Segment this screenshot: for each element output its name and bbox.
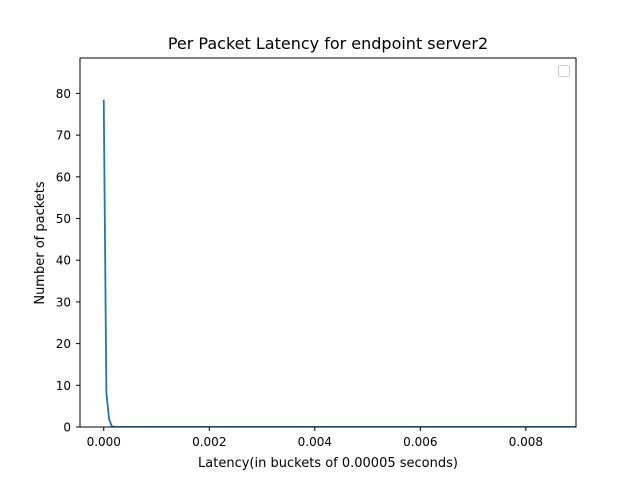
axes-frame: [79, 57, 577, 428]
y-tick-label: 50: [56, 212, 71, 226]
y-tick-label: 60: [56, 170, 71, 184]
x-tick-label: 0.002: [192, 435, 226, 449]
y-axis-label: Number of packets: [33, 181, 48, 305]
chart-title: Per Packet Latency for endpoint server2: [168, 34, 488, 53]
y-tick-label: 80: [56, 87, 71, 101]
x-tick-label: 0.004: [298, 435, 332, 449]
y-tick-label: 10: [56, 379, 71, 393]
y-tick-label: 0: [63, 421, 71, 435]
x-tick-label: 0.008: [509, 435, 543, 449]
x-tick-label: 0.000: [87, 435, 121, 449]
x-tick-label: 0.006: [403, 435, 437, 449]
plot-area: 0.000 0.002 0.004 0.006 0.008 0 10 20 30 40 50 60 70…: [56, 57, 577, 449]
series-line-0: [102, 99, 576, 427]
y-tick-label: 20: [56, 337, 71, 351]
y-tick-label: 30: [56, 295, 71, 309]
y-tick-label: 70: [56, 129, 71, 143]
x-axis-label: Latency(in buckets of 0.00005 seconds): [198, 456, 458, 471]
legend-box: [558, 65, 570, 77]
y-tick-label: 40: [56, 254, 71, 268]
